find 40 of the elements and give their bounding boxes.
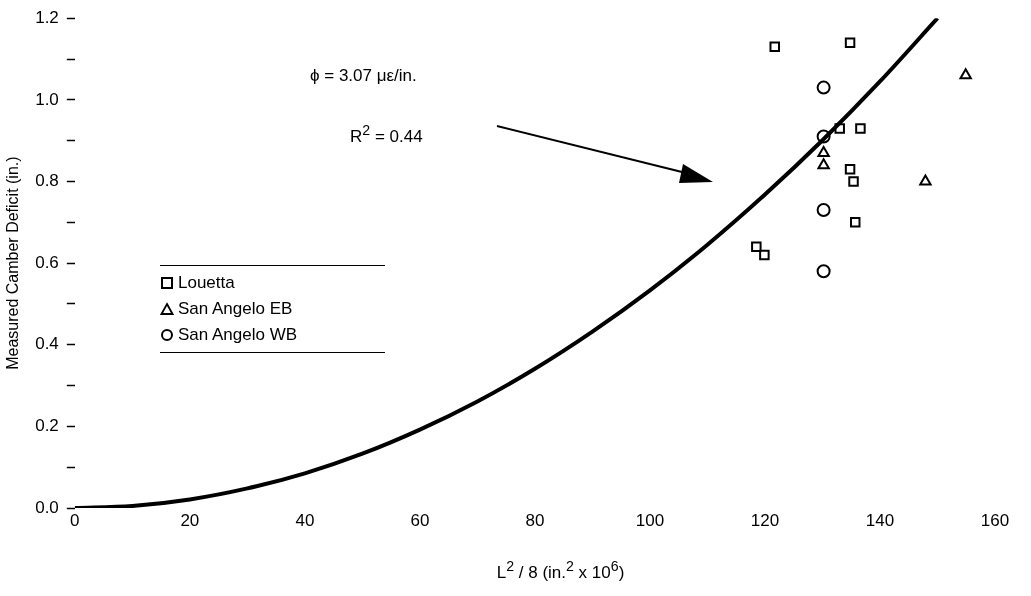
annotation: R$^{2}$ = 0.44 (350, 122, 423, 147)
point (816, 80, 831, 95)
y-tick-label: 0.6 (35, 252, 59, 272)
point (816, 264, 831, 279)
x-tick-label: 80 (525, 510, 545, 530)
y-tick-label: 1.0 (35, 89, 59, 109)
point (919, 174, 932, 186)
point (817, 145, 830, 157)
y-tick-label: 0.8 (35, 171, 59, 191)
x-tick-label: 100 (635, 510, 665, 530)
point (844, 37, 856, 48)
annotation: ϕ = 3.07 με/in. (310, 66, 417, 86)
x-tick-label: 40 (295, 510, 315, 530)
y-axis-title: Measured Camber Deficit (in.) (4, 156, 22, 370)
point (850, 217, 861, 228)
point (759, 249, 770, 261)
y-tick-label: 0.2 (35, 416, 59, 436)
point (848, 176, 859, 187)
y-tick-label: 1.2 (35, 7, 59, 27)
point (769, 41, 780, 53)
point (816, 129, 831, 144)
y-tick-label: 0.0 (35, 497, 59, 517)
x-axis-title: L$^{2}$ / 8 (in.$^{2}$ x 10$^{6}$) (495, 558, 626, 583)
point (844, 163, 856, 175)
point (751, 241, 762, 253)
point (817, 158, 830, 170)
point (834, 123, 845, 134)
x-tick-label: 120 (750, 510, 780, 530)
x-tick-label: 160 (980, 510, 1010, 530)
point (816, 203, 831, 218)
y-tick-label: 0.4 (35, 334, 59, 354)
x-tick-label: 60 (410, 510, 430, 530)
legend-label: San Angelo EB (178, 298, 293, 320)
point (855, 123, 866, 134)
x-tick-label: 0 (70, 510, 80, 530)
legend-label: San Angelo WB (178, 324, 298, 346)
point (959, 68, 972, 80)
legend-label: Louetta (178, 272, 235, 294)
x-tick-label: 140 (865, 510, 895, 530)
x-tick-label: 20 (180, 510, 200, 530)
